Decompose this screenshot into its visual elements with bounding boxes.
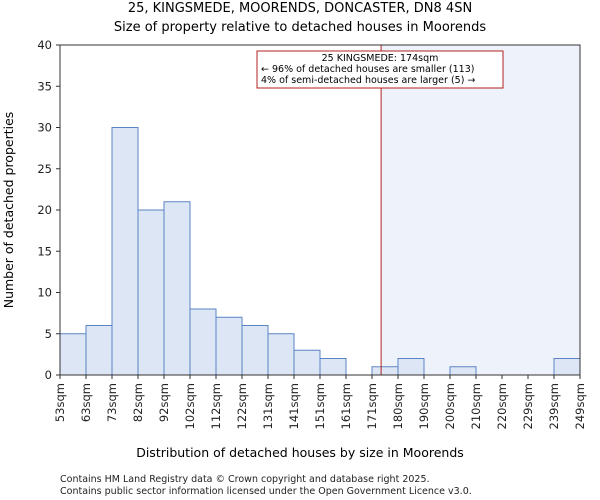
annotation-line-1: 25 KINGSMEDE: 174sqm [322,53,439,64]
x-tick-label: 229sqm [521,383,535,429]
chart-title: 25, KINGSMEDE, MOORENDS, DONCASTER, DN8 … [128,1,472,16]
bar-82sqm [137,209,165,376]
x-tick-label: 249sqm [573,383,587,429]
bar-151sqm [319,358,347,376]
x-tick-label: 239sqm [547,383,561,429]
bar-239sqm [553,358,581,376]
x-tick-label: 161sqm [339,383,353,429]
x-tick-label: 171sqm [365,383,379,429]
bar-122sqm [241,325,269,376]
x-tick-label: 210sqm [469,383,483,429]
bar-92sqm [163,201,191,376]
x-tick-label: 200sqm [443,383,457,429]
annotation-line-3: 4% of semi-detached houses are larger (5… [261,75,475,86]
bar-171sqm [371,366,399,376]
bar-131sqm [267,333,295,376]
y-tick-label: 35 [37,79,52,93]
footer-line-2: Contains public sector information licen… [60,486,472,497]
x-tick-label: 141sqm [287,383,301,429]
x-tick-label: 151sqm [313,383,327,429]
y-tick-label: 25 [37,162,52,176]
x-tick-label: 122sqm [235,383,249,429]
bar-63sqm [85,325,113,376]
bar-102sqm [189,308,217,376]
y-axis: 0 5 10 15 20 25 30 35 40 [37,38,60,382]
bar-112sqm [215,316,243,376]
x-tick-label: 112sqm [209,383,223,429]
annotation-line-2: ← 96% of detached houses are smaller (11… [261,64,474,75]
footer-line-1: Contains HM Land Registry data © Crown c… [60,474,430,485]
bar-73sqm [111,127,139,376]
larger-properties-region [381,45,580,375]
y-tick-label: 15 [37,244,52,258]
bar-180sqm [397,358,425,376]
bar-53sqm [59,333,87,376]
x-tick-label: 102sqm [183,383,197,429]
chart-subtitle: Size of property relative to detached ho… [114,20,486,35]
x-tick-label: 131sqm [261,383,275,429]
annotation-box: 25 KINGSMEDE: 174sqm ← 96% of detached h… [256,50,504,89]
x-tick-label: 190sqm [417,383,431,429]
y-tick-label: 5 [45,327,52,341]
y-tick-label: 10 [37,286,52,300]
bar-200sqm [449,366,477,376]
y-tick-label: 40 [37,38,52,52]
x-tick-label: 82sqm [131,383,145,422]
bar-141sqm [293,349,321,376]
x-axis-label: Distribution of detached houses by size … [136,445,464,460]
y-tick-label: 0 [45,368,52,382]
x-tick-label: 73sqm [105,383,119,422]
x-tick-label: 180sqm [391,383,405,429]
x-tick-label: 53sqm [53,383,67,422]
annotation-border [256,50,504,89]
y-tick-label: 30 [37,121,52,135]
y-tick-label: 20 [37,203,52,217]
y-axis-label: Number of detached properties [1,112,16,309]
x-tick-label: 220sqm [495,383,509,429]
bars-group [59,127,581,376]
x-tick-label: 63sqm [79,383,93,422]
x-tick-label: 92sqm [157,383,171,422]
x-axis: 53sqm 63sqm 73sqm 82sqm 92sqm 102sqm 112sqm 122… [53,375,587,429]
